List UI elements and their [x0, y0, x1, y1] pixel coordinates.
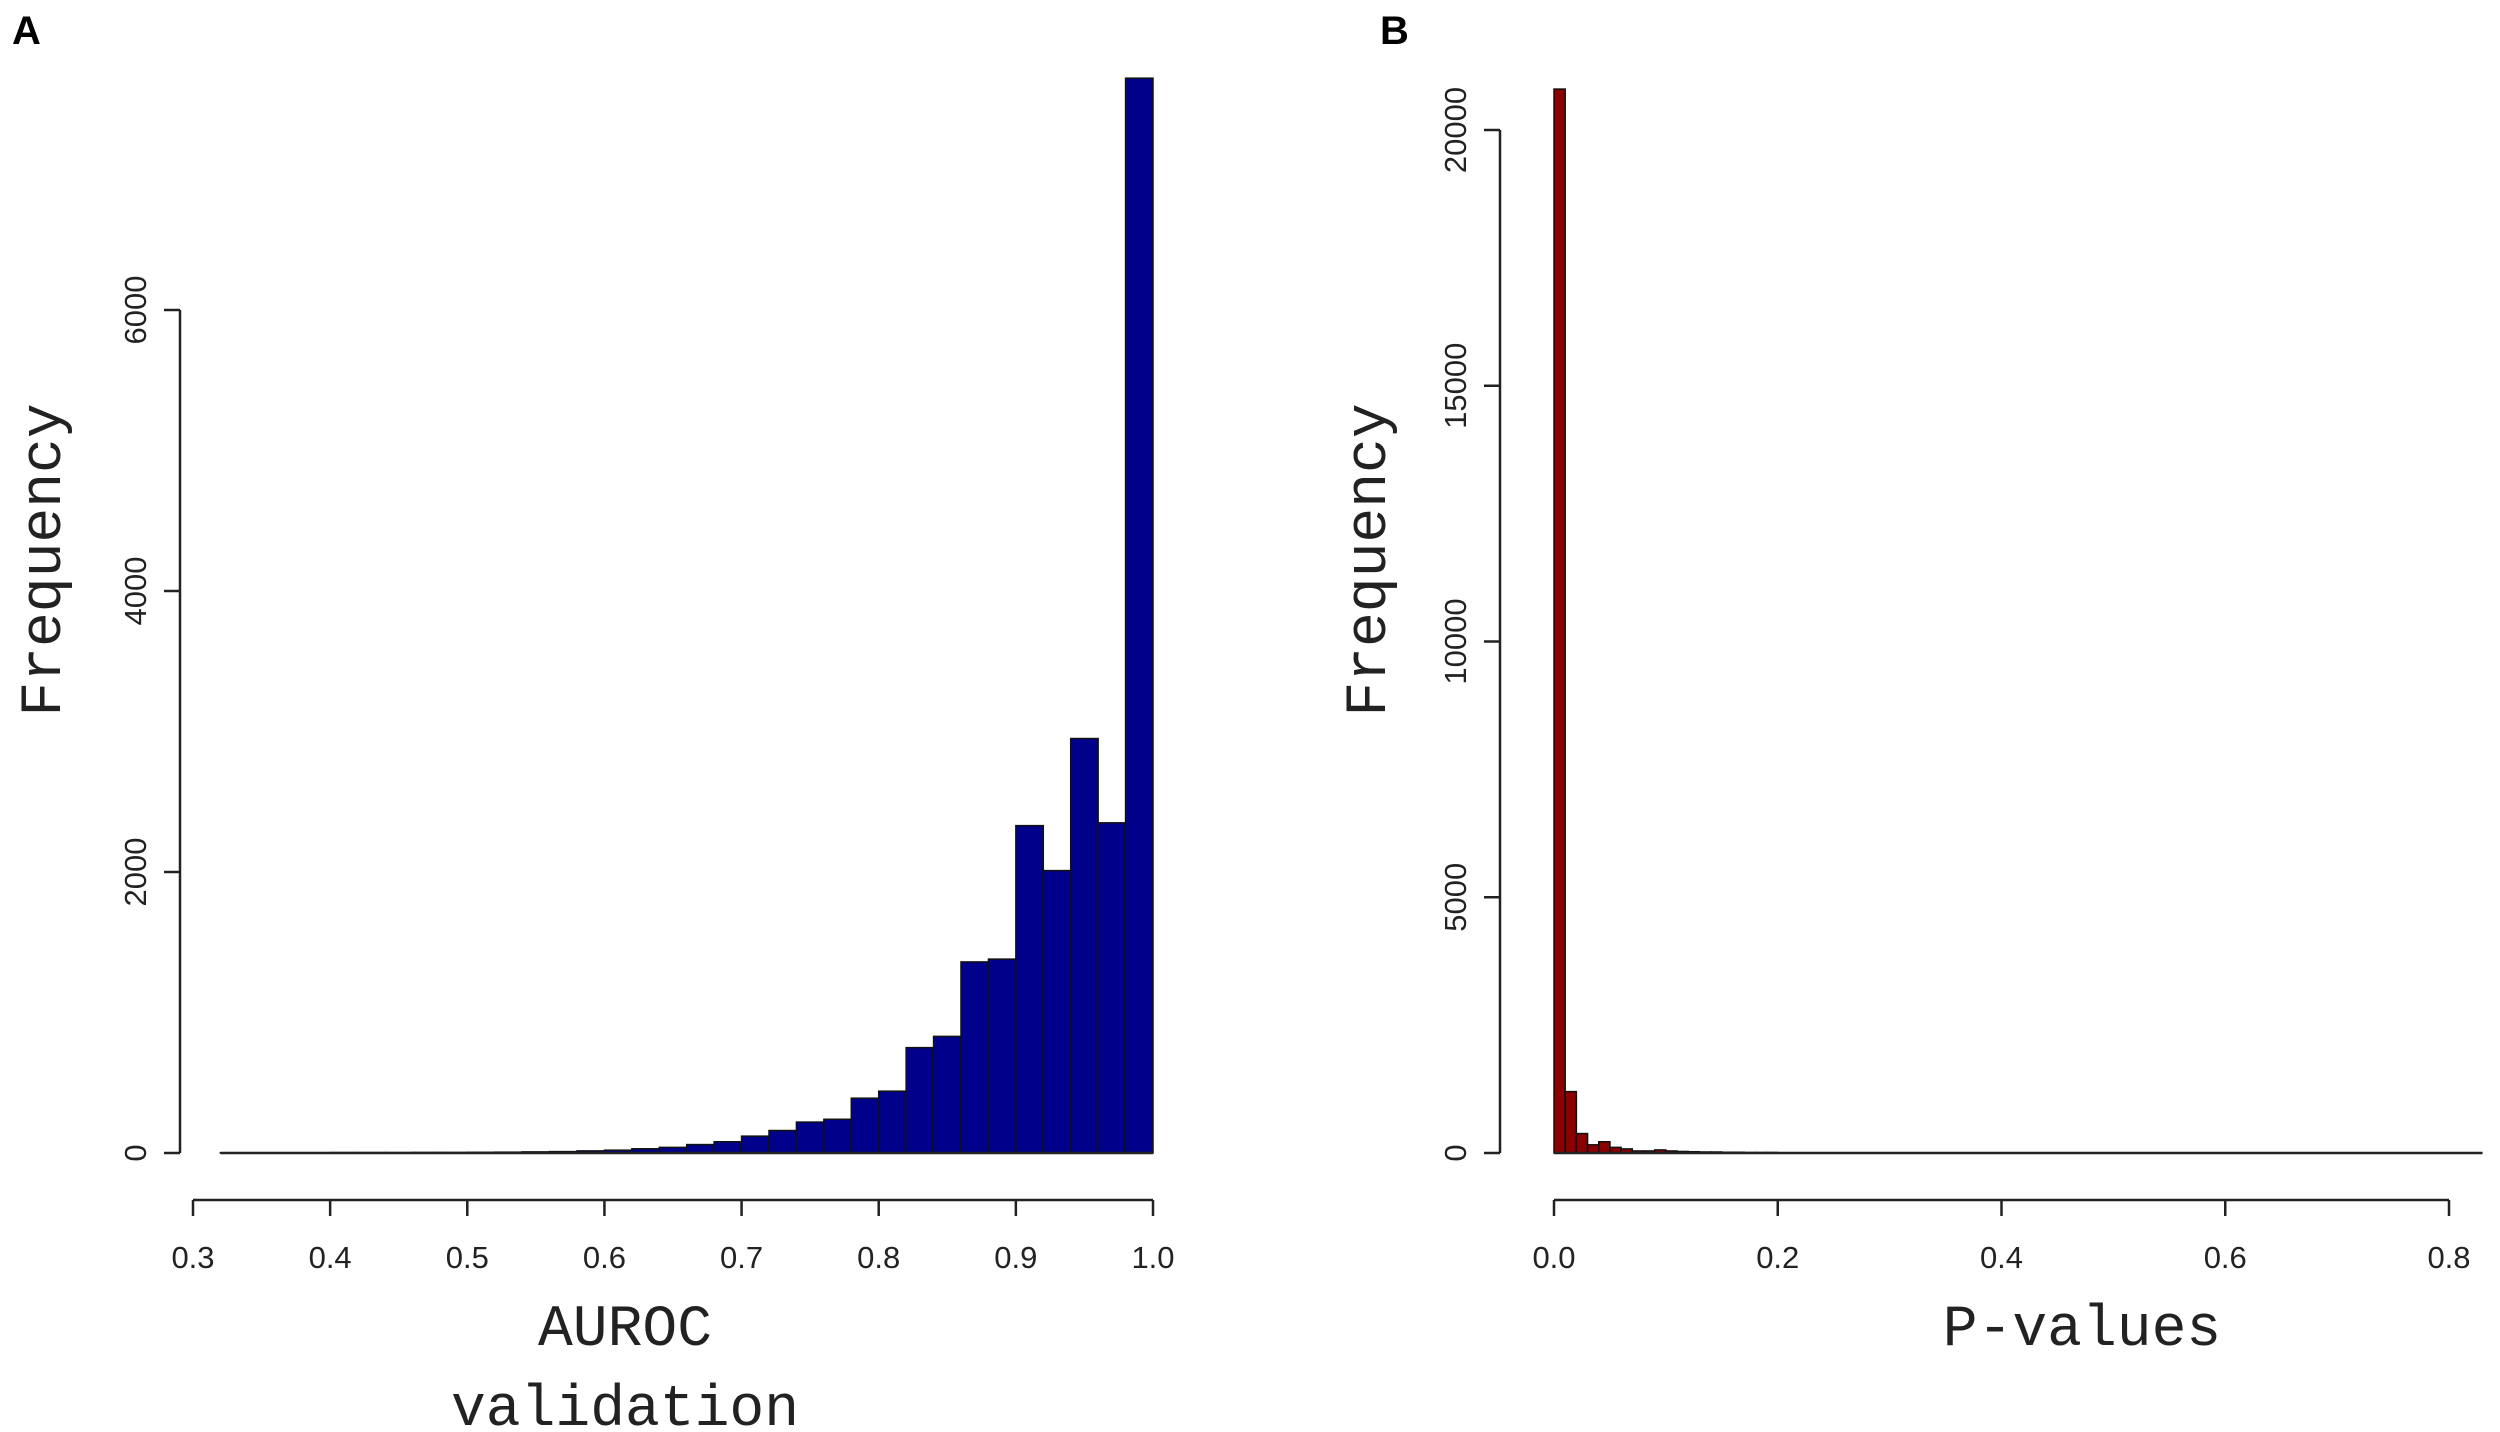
panel-letter-a: A [12, 9, 41, 53]
x-tick-label-a: 0.5 [446, 1240, 489, 1275]
y-tick-label-a: 2000 [118, 838, 153, 907]
panel-b: B 0 5000 10000 15000 20000 0.0 0.2 0.4 0.6 0.8 F… [1338, 9, 2483, 1363]
histogram-a-bar [1069, 737, 1099, 1154]
histogram-b-bar [1564, 1090, 1578, 1154]
y-tick-label-b: 15000 [1438, 343, 1473, 429]
histogram-b-bar [1575, 1132, 1589, 1154]
x-tick-label-a: 0.4 [309, 1240, 352, 1275]
x-tick-label-a: 0.7 [720, 1240, 763, 1275]
histogram-a-bar [740, 1135, 770, 1154]
x-axis-title-b: P-values [1943, 1298, 2221, 1363]
y-tick-label-a: 0 [118, 1144, 153, 1161]
x-tick-label-b: 0.0 [1532, 1240, 1575, 1275]
x-axis-title-a-line-2: validation [451, 1378, 799, 1432]
y-tick-label-a: 6000 [118, 276, 153, 345]
histogram-a-bar [987, 958, 1017, 1154]
x-tick-label-b: 0.6 [2204, 1240, 2247, 1275]
x-tick-label-a: 0.8 [857, 1240, 900, 1275]
histogram-a-bar [823, 1118, 853, 1154]
histogram-a-bar [932, 1035, 962, 1154]
histogram-a-bar [685, 1143, 715, 1154]
x-tick-label-b: 0.8 [2427, 1240, 2470, 1275]
histogram-a-bar [768, 1129, 798, 1154]
histogram-a-bars [219, 77, 1154, 1154]
y-axis-a: 0 2000 4000 6000 [118, 276, 182, 1162]
histogram-a-bar [795, 1121, 825, 1154]
panel-a: A 0 2000 4000 6000 0.3 0.4 0.5 0.6 0.7 0.8 0.9 1.0… [12, 9, 1175, 1432]
y-tick-label-a: 4000 [118, 557, 153, 626]
histogram-a-bar [877, 1090, 907, 1154]
histogram-a-bar [905, 1046, 935, 1154]
histogram-a-bar [1015, 824, 1045, 1154]
x-tick-label-a: 0.6 [583, 1240, 626, 1275]
histogram-a-bar [1124, 77, 1154, 1154]
histogram-a-bar [1042, 869, 1072, 1154]
y-axis-title-b: Frequency [1338, 403, 1403, 716]
histogram-b-bar [1598, 1140, 1611, 1154]
x-axis-a: 0.3 0.4 0.5 0.6 0.7 0.8 0.9 1.0 [171, 1198, 1175, 1275]
histogram-a-bar [1097, 822, 1127, 1154]
x-axis-b: 0.0 0.2 0.4 0.6 0.8 [1532, 1198, 2471, 1275]
x-tick-label-a: 0.3 [171, 1240, 214, 1275]
x-tick-label-b: 0.4 [1980, 1240, 2023, 1275]
x-tick-label-a: 0.9 [994, 1240, 1037, 1275]
histogram-b-bars [1553, 88, 1779, 1154]
x-axis-title-a-line-1: AUROC [538, 1298, 712, 1363]
y-axis-title-a: Frequency [13, 403, 78, 716]
y-tick-label-b: 10000 [1438, 598, 1473, 684]
histogram-a-bar [713, 1141, 743, 1154]
x-tick-label-a: 1.0 [1131, 1240, 1174, 1275]
panel-letter-b: B [1380, 9, 1409, 53]
y-tick-label-b: 5000 [1438, 863, 1473, 932]
histogram-a-bar [850, 1097, 880, 1154]
x-tick-label-b: 0.2 [1756, 1240, 1799, 1275]
y-tick-label-b: 20000 [1438, 87, 1473, 173]
y-tick-label-b: 0 [1438, 1144, 1473, 1161]
histogram-b-bar [1553, 88, 1566, 1154]
y-axis-b: 0 5000 10000 15000 20000 [1438, 87, 1502, 1162]
histogram-a-bar [960, 961, 990, 1154]
